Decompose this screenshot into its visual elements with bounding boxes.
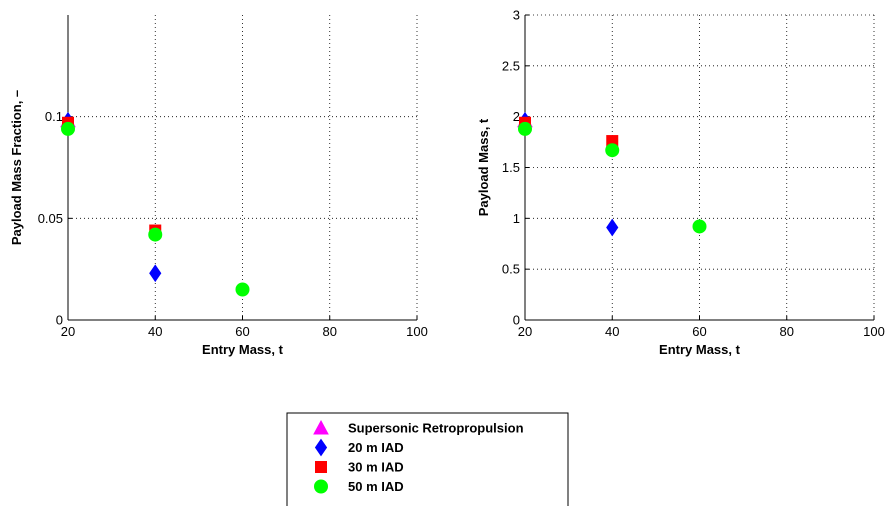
x-tick-label: 80 (780, 324, 794, 339)
y-tick-label: 1.5 (502, 160, 520, 175)
y-tick-label: 2.5 (502, 58, 520, 73)
legend-label: 20 m IAD (348, 440, 404, 455)
data-point-circle (518, 121, 532, 136)
legend-box (286, 412, 569, 506)
x-tick-label: 100 (406, 324, 428, 339)
data-point-circle (235, 282, 250, 297)
data-point-circle (692, 219, 707, 234)
legend-label: Supersonic Retropropulsion (348, 421, 524, 436)
x-tick-label: 40 (148, 324, 162, 339)
y-tick-label: 0.5 (502, 262, 520, 277)
legend-marker-triangle (313, 419, 329, 435)
x-tick-label: 100 (863, 324, 885, 339)
y-tick-label: 0 (56, 313, 63, 328)
plot-2: 20 40 60 80 100 0 0.5 1 1.5 2 2.5 3 Entry Mass, t Pay… (476, 8, 885, 358)
data-point-circle (605, 143, 620, 158)
legend-label: 30 m IAD (348, 460, 404, 475)
data-point-circle (61, 121, 75, 136)
data-point-circle (148, 227, 163, 242)
y-tick-label: 1 (513, 211, 520, 226)
legend-marker-circle (314, 479, 328, 494)
legend-marker-diamond (314, 438, 328, 457)
y-axis-label: Payload Mass Fraction, – (9, 90, 24, 245)
legend-marker-square (315, 461, 327, 473)
y-tick-label: 0 (513, 313, 520, 328)
x-axis-label: Entry Mass, t (202, 342, 284, 357)
y-tick-label: 0.05 (38, 211, 63, 226)
x-tick-label: 60 (692, 324, 706, 339)
x-tick-label: 20 (518, 324, 532, 339)
y-axis-label: Payload Mass, t (476, 118, 491, 216)
x-tick-label: 60 (235, 324, 249, 339)
y-tick-label: 3 (513, 8, 520, 23)
x-tick-label: 80 (323, 324, 337, 339)
x-tick-label: 20 (61, 324, 75, 339)
y-tick-label: 0.1 (45, 109, 63, 124)
y-tick-label: 2 (513, 109, 520, 124)
data-point-diamond (149, 264, 162, 283)
legend-label: 50 m IAD (348, 479, 404, 494)
data-point-diamond (606, 218, 619, 237)
plot-1: 20 40 60 80 100 0 0.05 0.1 Entry Mass, t Payload … (9, 15, 428, 357)
x-axis-label: Entry Mass, t (659, 342, 741, 357)
legend: Supersonic Retropropulsion 20 m IAD 30 m I… (286, 412, 569, 506)
x-tick-label: 40 (605, 324, 619, 339)
